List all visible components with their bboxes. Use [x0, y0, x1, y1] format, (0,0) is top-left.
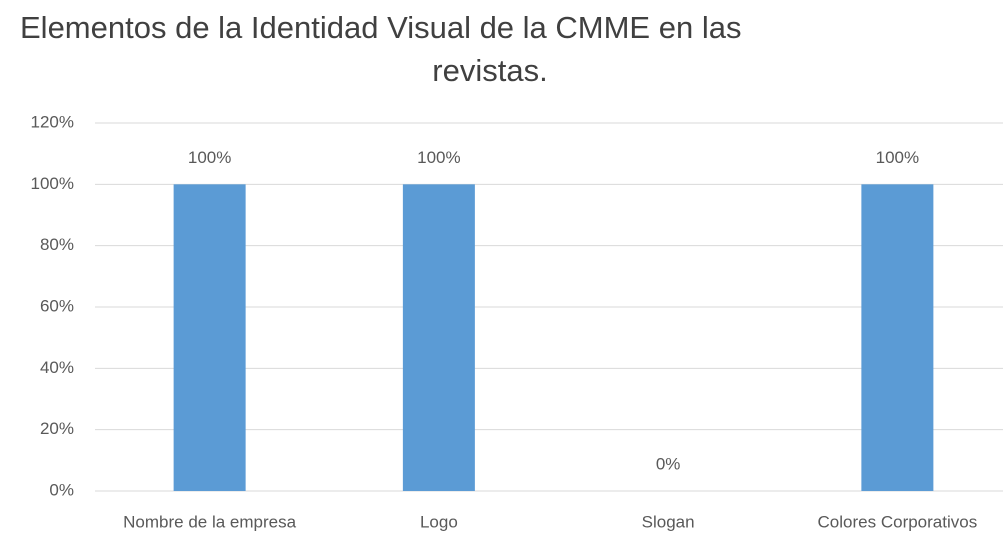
- chart-title: revistas.: [432, 53, 547, 88]
- x-tick-label: Colores Corporativos: [818, 512, 978, 531]
- y-tick-label: 0%: [49, 480, 74, 499]
- y-tick-label: 100%: [31, 174, 74, 193]
- y-tick-label: 40%: [40, 358, 74, 377]
- y-tick-label: 120%: [31, 112, 74, 131]
- chart-title: Elementos de la Identidad Visual de la C…: [20, 10, 741, 45]
- data-label: 0%: [656, 454, 681, 473]
- bar: [861, 184, 934, 492]
- data-label: 100%: [417, 148, 460, 167]
- x-tick-label: Nombre de la empresa: [123, 512, 296, 531]
- data-label: 100%: [188, 148, 231, 167]
- bar: [173, 184, 246, 492]
- y-tick-label: 80%: [40, 235, 74, 254]
- y-tick-label: 60%: [40, 296, 74, 315]
- bar: [402, 184, 475, 492]
- x-tick-label: Logo: [420, 512, 458, 531]
- data-label: 100%: [876, 148, 919, 167]
- y-tick-label: 20%: [40, 419, 74, 438]
- x-tick-label: Slogan: [642, 512, 695, 531]
